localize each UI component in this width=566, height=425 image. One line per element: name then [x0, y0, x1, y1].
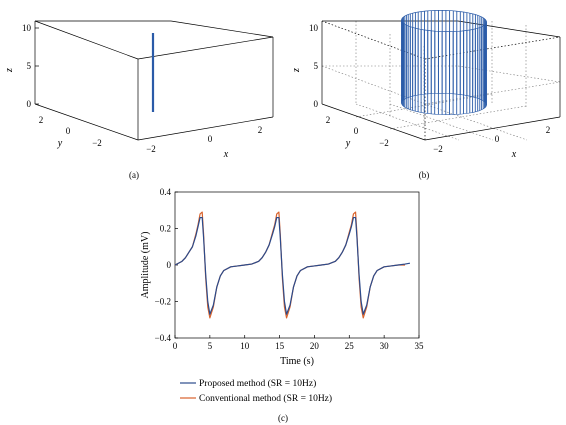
- panel-c-y-tick-label: −0.4: [155, 333, 172, 343]
- panel-b-y-tick-label: 2: [326, 115, 331, 125]
- cylinder-bottom-ring: [401, 93, 487, 115]
- legend-label-proposed: Proposed method (SR = 10Hz): [199, 378, 316, 389]
- panel-c-caption: (c): [278, 413, 288, 423]
- panel-b-z-tick-label: 10: [309, 23, 319, 33]
- panel-b-y-axis-label: y: [345, 138, 351, 149]
- panel-b-grid: [321, 21, 561, 141]
- panel-c-x-axis-label: Time (s): [280, 356, 314, 367]
- panel-b-y-tick-label: −2: [379, 138, 389, 148]
- panel-c-y-tick-label: 0.4: [160, 187, 172, 197]
- cylinder-top-ring: [401, 10, 487, 32]
- panel-a: 10 5 0 z 2 0 −2 y −2 0 2 x (a): [4, 20, 274, 180]
- panel-a-x-axis-label: x: [223, 149, 229, 160]
- panel-b-z-tick-label: 5: [314, 61, 319, 71]
- panel-c-x-tick-label: 15: [275, 341, 285, 351]
- panel-b-x-tick-label: 2: [546, 125, 551, 135]
- panel-a-y-tick-label: −2: [92, 138, 102, 148]
- panel-b-x-tick-label: −2: [433, 144, 443, 154]
- panel-c-x-ticks: 0 5 10 15 20 25 30 35: [173, 335, 424, 351]
- panel-a-x-tick-label: 0: [208, 134, 213, 144]
- panel-b-y-tick-label: 0: [354, 126, 359, 136]
- panel-b-x-axis-label: x: [511, 149, 517, 160]
- legend-label-conventional: Conventional method (SR = 10Hz): [199, 393, 332, 404]
- panel-c-y-tick-label: 0: [167, 260, 172, 270]
- panel-a-y-tick-label: 0: [66, 126, 71, 136]
- panel-a-y-ticks: 2 0 −2: [39, 115, 102, 148]
- panel-a-z-tick-label: 0: [27, 99, 32, 109]
- panel-a-axes-frame: [34, 20, 274, 141]
- panel-b-z-axis-label: z: [291, 68, 302, 73]
- panel-b-cylinder: [401, 10, 487, 115]
- panel-c-x-tick-label: 10: [240, 341, 250, 351]
- panel-c-x-tick-label: 0: [173, 341, 178, 351]
- panel-a-z-tick-label: 5: [27, 61, 32, 71]
- panel-c-x-tick-label: 30: [380, 341, 390, 351]
- panel-c-series-group: [174, 211, 411, 319]
- panel-c-x-tick-label: 20: [310, 341, 320, 351]
- panel-c: 0 5 10 15 20 25 30 35 0.4 0.2 0 −0.2 −0.4 Amplitude…: [140, 187, 424, 423]
- panel-a-x-ticks: −2 0 2: [146, 125, 262, 154]
- panel-b-caption: (b): [419, 170, 430, 180]
- panel-c-plot-frame: [174, 191, 420, 339]
- panel-b-x-tick-label: 0: [495, 134, 500, 144]
- panel-b-z-ticks: 10 5 0: [309, 23, 319, 109]
- panel-c-legend: Proposed method (SR = 10Hz) Conventional…: [180, 378, 332, 404]
- panel-c-y-tick-label: −0.2: [155, 297, 171, 307]
- panel-a-x-tick-label: 2: [258, 125, 263, 135]
- panel-b-axes-frame: [321, 20, 561, 141]
- panel-a-y-tick-label: 2: [39, 115, 44, 125]
- panel-c-y-tick-label: 0.2: [160, 224, 171, 234]
- panel-c-x-tick-label: 35: [415, 341, 425, 351]
- panel-c-y-ticks: 0.4 0.2 0 −0.2 −0.4: [155, 187, 178, 343]
- panel-a-caption: (a): [129, 170, 139, 180]
- panel-b-x-ticks: −2 0 2: [433, 125, 550, 154]
- panel-a-z-ticks: 10 5 0: [22, 23, 39, 109]
- panel-b: 10 5 0 z 2 0 −2 y −2 0 2 x (b): [291, 10, 561, 180]
- panel-b-y-ticks: 2 0 −2: [326, 115, 389, 148]
- panel-a-z-tick-label: 10: [22, 23, 32, 33]
- panel-b-z-tick-label: 0: [314, 99, 319, 109]
- panel-a-x-tick-label: −2: [146, 144, 156, 154]
- panel-a-z-axis-label: z: [4, 68, 15, 73]
- panel-c-y-axis-label: Amplitude (mV): [140, 232, 151, 299]
- panel-c-x-tick-label: 5: [208, 341, 213, 351]
- series-line-proposed: [174, 216, 411, 315]
- panel-c-x-tick-label: 25: [345, 341, 355, 351]
- panel-a-y-axis-label: y: [57, 138, 63, 149]
